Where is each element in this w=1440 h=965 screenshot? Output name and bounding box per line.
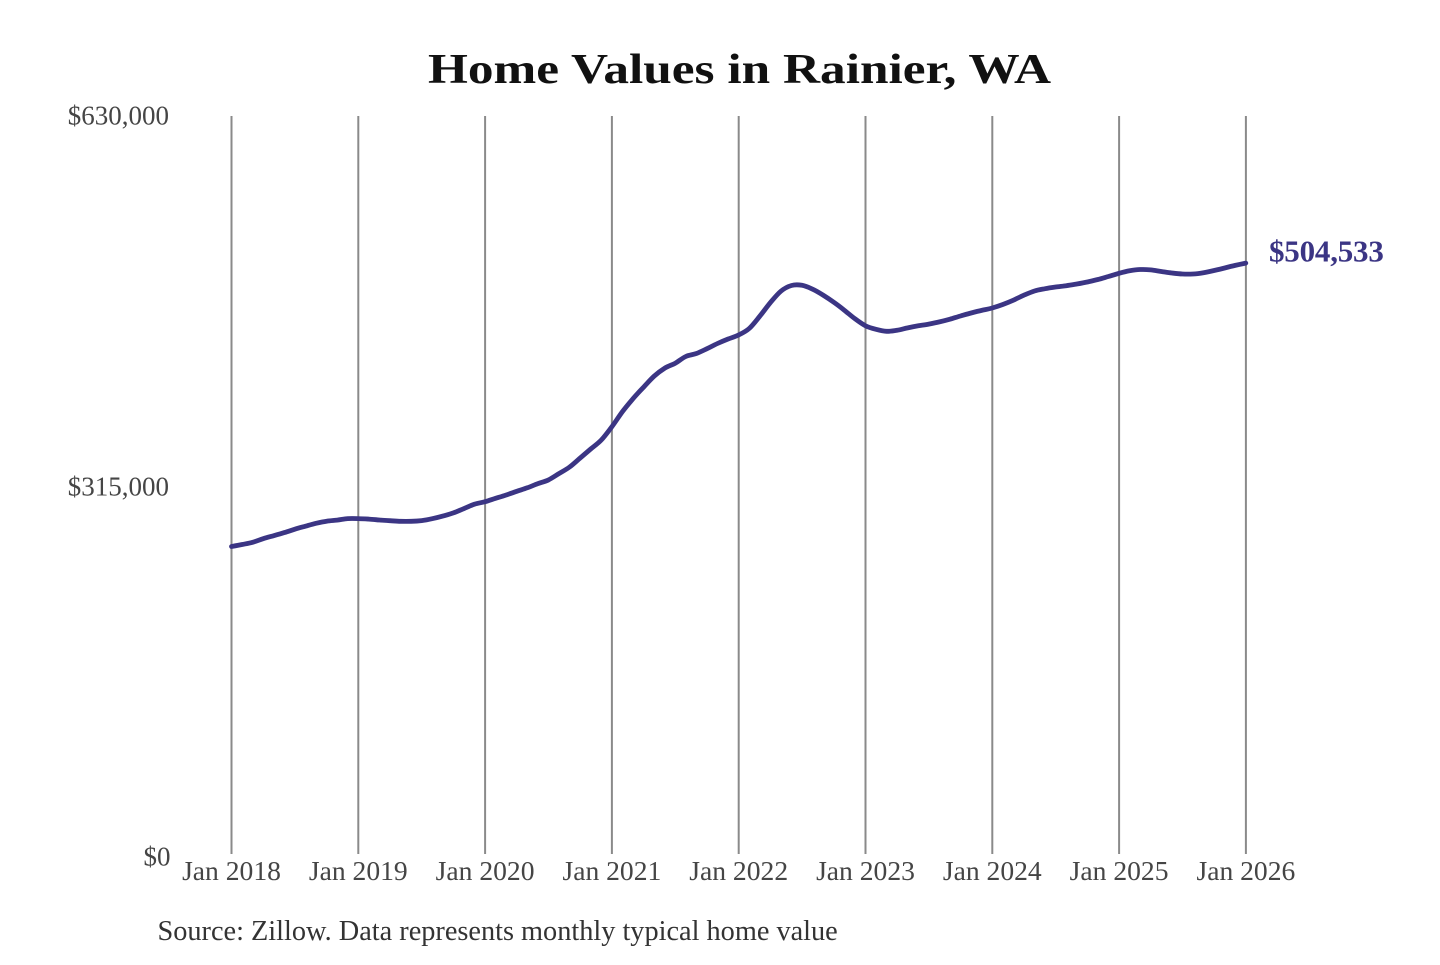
svg-text:Jan 2025: Jan 2025 bbox=[1070, 855, 1169, 886]
svg-text:$315,000: $315,000 bbox=[68, 471, 169, 501]
svg-text:Jan 2024: Jan 2024 bbox=[943, 855, 1042, 886]
svg-text:Jan 2022: Jan 2022 bbox=[689, 855, 788, 886]
svg-text:$504,533: $504,533 bbox=[1269, 233, 1384, 268]
svg-text:Jan 2023: Jan 2023 bbox=[816, 855, 915, 886]
svg-text:Source: Zillow. Data represent: Source: Zillow. Data represents monthly … bbox=[158, 916, 838, 947]
svg-text:$0: $0 bbox=[144, 841, 171, 871]
svg-text:Jan 2020: Jan 2020 bbox=[436, 855, 535, 886]
svg-text:Jan 2019: Jan 2019 bbox=[309, 855, 408, 886]
svg-text:Jan 2026: Jan 2026 bbox=[1196, 855, 1295, 886]
svg-text:$630,000: $630,000 bbox=[68, 101, 169, 131]
svg-text:Jan 2021: Jan 2021 bbox=[562, 855, 661, 886]
svg-text:Home Values in Rainier, WA: Home Values in Rainier, WA bbox=[428, 46, 1051, 93]
svg-text:Jan 2018: Jan 2018 bbox=[182, 855, 281, 886]
